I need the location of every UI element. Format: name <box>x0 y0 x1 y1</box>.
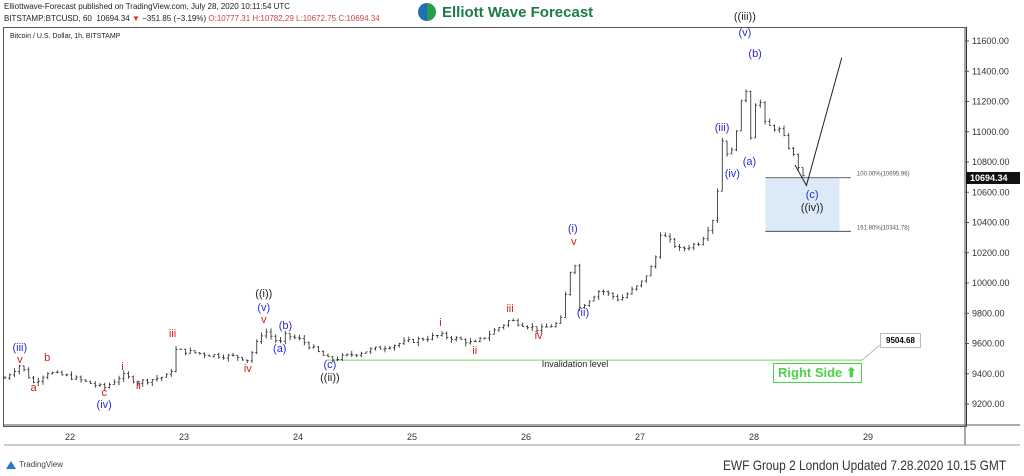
wave-label: iii <box>506 303 513 315</box>
change: −351.85 (−3.19%) <box>142 14 207 23</box>
chart-pane[interactable] <box>3 27 967 427</box>
price-chart: 22 23 24 25 26 27 28 29 11600.00 11400.00 11200.00… <box>3 11 1020 446</box>
x-tick-label: 27 <box>635 432 645 442</box>
wave-label: (b) <box>748 48 761 60</box>
x-tick-label: 25 <box>407 432 417 442</box>
y-tick-label: 10400.00 <box>972 218 1010 228</box>
y-tick-label: 11200.00 <box>972 97 1009 107</box>
wave-label: (b) <box>279 320 292 332</box>
wave-label: (iv) <box>97 399 112 411</box>
wave-label: b <box>44 352 50 364</box>
logo-icon <box>418 3 436 21</box>
tradingview-icon <box>6 460 16 469</box>
wave-label: ((i)) <box>255 288 272 300</box>
wave-label: iii <box>169 328 176 340</box>
wave-label: (ii) <box>577 307 589 319</box>
x-tick-label: 22 <box>65 432 75 442</box>
down-arrow-icon: ▼ <box>131 14 140 23</box>
y-tick-label: 10000.00 <box>972 278 1010 288</box>
y-tick-label: 9600.00 <box>972 339 1005 349</box>
wave-label: (i) <box>568 223 578 235</box>
price-label: 9504.68 <box>880 333 921 348</box>
wave-label: ii <box>136 380 141 392</box>
x-tick-label: 23 <box>179 432 189 442</box>
wave-label: (iii) <box>715 122 730 134</box>
last-price-tag-text: 10694.34 <box>970 173 1008 183</box>
fib-level-label: 161.80%(10341.78) <box>857 225 910 231</box>
symbol-info: BITSTAMP:BTCUSD, 60 10694.34 ▼ −351.85 (… <box>4 14 380 23</box>
y-tick-label: 9400.00 <box>972 369 1005 379</box>
y-tick-label: 10200.00 <box>972 248 1010 258</box>
wave-label: c <box>101 387 107 399</box>
y-tick-label: 11000.00 <box>972 127 1009 137</box>
wave-label: ((iii)) <box>734 11 756 23</box>
chart-title: Bitcoin / U.S. Dollar, 1h, BITSTAMP <box>10 33 121 40</box>
wave-label: (c) <box>324 359 337 371</box>
y-tick-label: 9800.00 <box>972 308 1005 318</box>
x-tick-label: 24 <box>293 432 303 442</box>
right-side-badge: Right Side ⬆ <box>773 363 862 383</box>
wave-label: (iv) <box>725 168 740 180</box>
wave-label: v <box>571 236 577 248</box>
wave-label: a <box>30 382 37 394</box>
published-info: Elliottwave-Forecast published on Tradin… <box>4 2 291 11</box>
close: C:10694.34 <box>338 14 380 23</box>
wave-label: (a) <box>743 156 756 168</box>
symbol: BITSTAMP:BTCUSD, 60 <box>4 14 92 23</box>
price-label-pointer <box>861 344 881 361</box>
logo-text: Elliott Wave Forecast <box>442 3 594 21</box>
wave-label: ((iv)) <box>801 202 824 214</box>
wave-label: (iii) <box>13 342 28 354</box>
wave-label: ii <box>472 345 477 357</box>
invalidation-label: Invalidation level <box>542 359 609 369</box>
wave-label: v <box>17 354 23 366</box>
wave-label: iv <box>535 330 543 342</box>
last-price: 10694.34 <box>96 14 130 23</box>
x-tick-label: 26 <box>521 432 531 442</box>
fib-zone <box>765 177 840 232</box>
y-tick-label: 10800.00 <box>972 157 1010 167</box>
wave-label: (c) <box>806 189 819 201</box>
wave-label: (v) <box>257 302 270 314</box>
logo: Elliott Wave Forecast <box>418 3 593 21</box>
open: O:10777.31 <box>208 14 251 23</box>
y-tick-label: 10600.00 <box>972 187 1010 197</box>
y-tick-label: 9200.00 <box>972 399 1005 409</box>
wave-label: ((ii)) <box>320 372 340 384</box>
tradingview-brand: TradingView <box>6 460 63 469</box>
update-info: EWF Group 2 London Updated 7.28.2020 10.… <box>722 457 1006 473</box>
wave-label: iv <box>244 363 252 375</box>
y-tick-label: 11600.00 <box>972 36 1009 46</box>
tradingview-text: TradingView <box>19 460 64 469</box>
projection-path <box>794 57 843 187</box>
wave-label: i <box>439 317 441 329</box>
fib-level-label: 100.00%(10695.96) <box>857 172 910 178</box>
wave-label: v <box>261 314 267 326</box>
last-price-tag <box>966 171 1020 184</box>
x-tick-label: 29 <box>863 432 873 442</box>
y-tick-label: 11400.00 <box>972 66 1009 76</box>
x-tick-label: 28 <box>749 432 759 442</box>
low: L:10672.75 <box>296 14 337 23</box>
wave-label: (a) <box>273 343 286 355</box>
high: H:10782.29 <box>252 14 294 23</box>
wave-label: (v) <box>738 27 751 39</box>
wave-label: i <box>121 361 123 373</box>
